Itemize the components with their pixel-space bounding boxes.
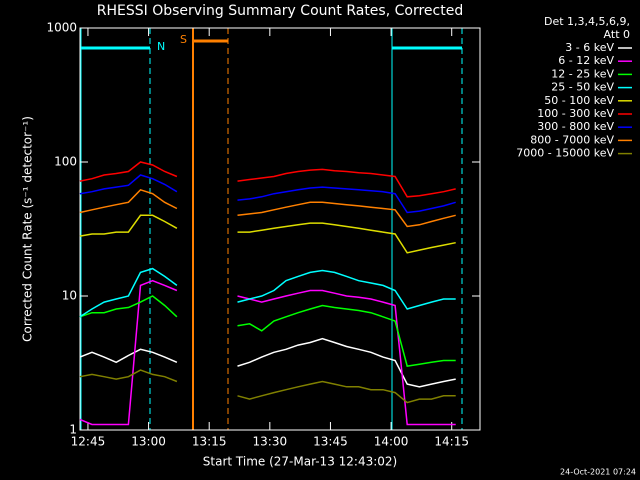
legend-label: 800 - 7000 keV	[530, 133, 614, 146]
legend-label: 100 - 300 keV	[537, 107, 614, 120]
legend-label: 300 - 800 keV	[537, 120, 614, 133]
plot-frame	[79, 27, 481, 431]
series-line	[79, 174, 456, 214]
footer: 24-Oct-2021 07:24	[560, 468, 636, 477]
overlay-markers: N S	[80, 28, 463, 430]
x-tick-label: 13:15	[192, 435, 227, 449]
series-line	[79, 188, 456, 228]
y-tick-label: 1000	[46, 21, 77, 35]
series-line	[79, 267, 456, 318]
legend-header: Det 1,3,4,5,6,9,	[544, 15, 630, 28]
legend-label: 50 - 100 keV	[544, 94, 614, 107]
legend-label: 7000 - 15000 keV	[516, 147, 614, 160]
chart-title: RHESSI Observing Summary Count Rates, Co…	[97, 3, 463, 19]
x-tick-label: 13:00	[131, 435, 166, 449]
y-tick-label: 1	[69, 423, 77, 437]
x-axis-label: Start Time (27-Mar-13 12:43:02)	[203, 455, 397, 469]
x-tick-label: 13:45	[313, 435, 348, 449]
y-tick-label: 10	[62, 289, 77, 303]
legend-label: 6 - 12 keV	[558, 54, 614, 67]
series-line	[79, 337, 456, 388]
x-tick-label: 13:30	[253, 435, 288, 449]
y-tick-label: 100	[54, 155, 77, 169]
legend-header: Att 0	[604, 28, 630, 41]
series-line	[79, 369, 456, 404]
series-line	[79, 279, 456, 426]
legend-label: 25 - 50 keV	[551, 81, 614, 94]
annotation: N	[157, 40, 165, 53]
x-tick-label: 14:15	[434, 435, 469, 449]
legend-label: 12 - 25 keV	[551, 67, 614, 80]
y-axis-label: Corrected Count Rate (s⁻¹ detector⁻¹)	[21, 116, 35, 342]
series-line	[79, 295, 456, 367]
legend-label: 3 - 6 keV	[565, 41, 614, 54]
x-tick-label: 14:00	[374, 435, 409, 449]
series-line	[79, 214, 456, 254]
series-line	[79, 161, 456, 198]
annotation: S	[180, 33, 187, 46]
x-tick-label: 12:45	[71, 435, 106, 449]
